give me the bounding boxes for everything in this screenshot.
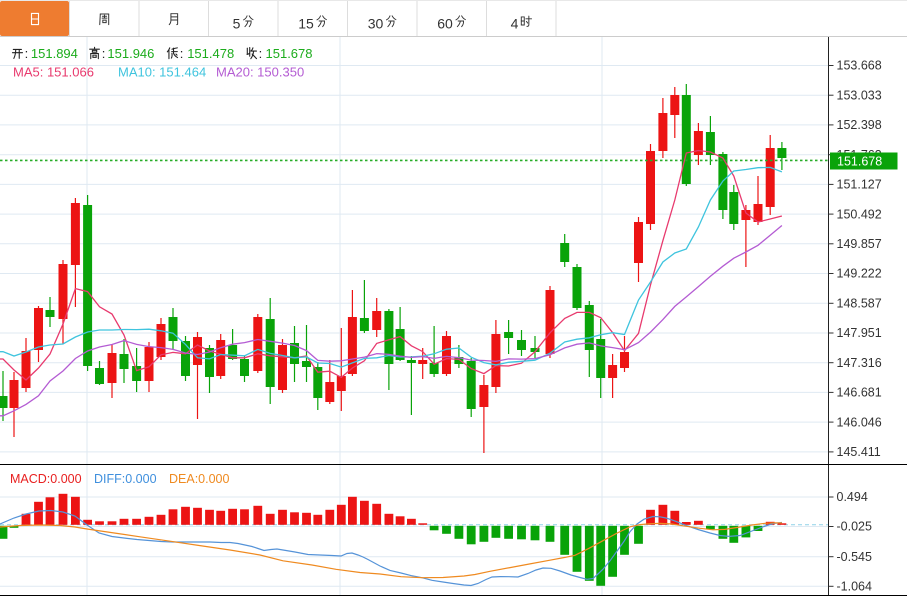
svg-text:30: 30	[368, 16, 384, 32]
svg-text:151.946: 151.946	[107, 46, 154, 61]
svg-text:147.316: 147.316	[837, 356, 882, 370]
svg-text:148.587: 148.587	[837, 297, 882, 311]
svg-text:153.033: 153.033	[837, 88, 882, 102]
svg-text:149.857: 149.857	[837, 237, 882, 251]
svg-text:DEA:0.000: DEA:0.000	[169, 472, 230, 486]
svg-text:MA20: 150.350: MA20: 150.350	[216, 65, 304, 80]
svg-text::: :	[180, 46, 184, 61]
svg-text::: :	[259, 46, 263, 61]
svg-text:146.046: 146.046	[837, 415, 882, 429]
svg-text:0.494: 0.494	[837, 490, 868, 504]
svg-text:15: 15	[298, 16, 314, 32]
svg-text:147.951: 147.951	[837, 326, 882, 340]
svg-text:-1.064: -1.064	[837, 580, 872, 594]
svg-text:MACD:0.000: MACD:0.000	[10, 472, 82, 486]
svg-text:151.478: 151.478	[187, 46, 234, 61]
svg-text:151.894: 151.894	[31, 46, 78, 61]
svg-text:-0.025: -0.025	[837, 520, 872, 534]
svg-text::: :	[102, 46, 106, 61]
svg-text:151.127: 151.127	[837, 178, 882, 192]
svg-text:146.681: 146.681	[837, 386, 882, 400]
svg-text:-0.545: -0.545	[837, 550, 872, 564]
svg-text:5: 5	[233, 16, 241, 32]
svg-text:151.678: 151.678	[837, 155, 882, 169]
svg-text:4: 4	[511, 16, 519, 32]
svg-text:MA5: 151.066: MA5: 151.066	[13, 65, 94, 80]
svg-text:150.492: 150.492	[837, 207, 882, 221]
svg-text:152.398: 152.398	[837, 118, 882, 132]
svg-text:MA10: 151.464: MA10: 151.464	[118, 65, 206, 80]
svg-text:60: 60	[437, 16, 453, 32]
svg-text:151.678: 151.678	[266, 46, 313, 61]
svg-text:145.411: 145.411	[837, 445, 881, 459]
svg-text::: :	[25, 46, 29, 61]
svg-text:153.668: 153.668	[837, 59, 882, 73]
svg-text:149.222: 149.222	[837, 267, 882, 281]
svg-text:DIFF:0.000: DIFF:0.000	[94, 472, 157, 486]
